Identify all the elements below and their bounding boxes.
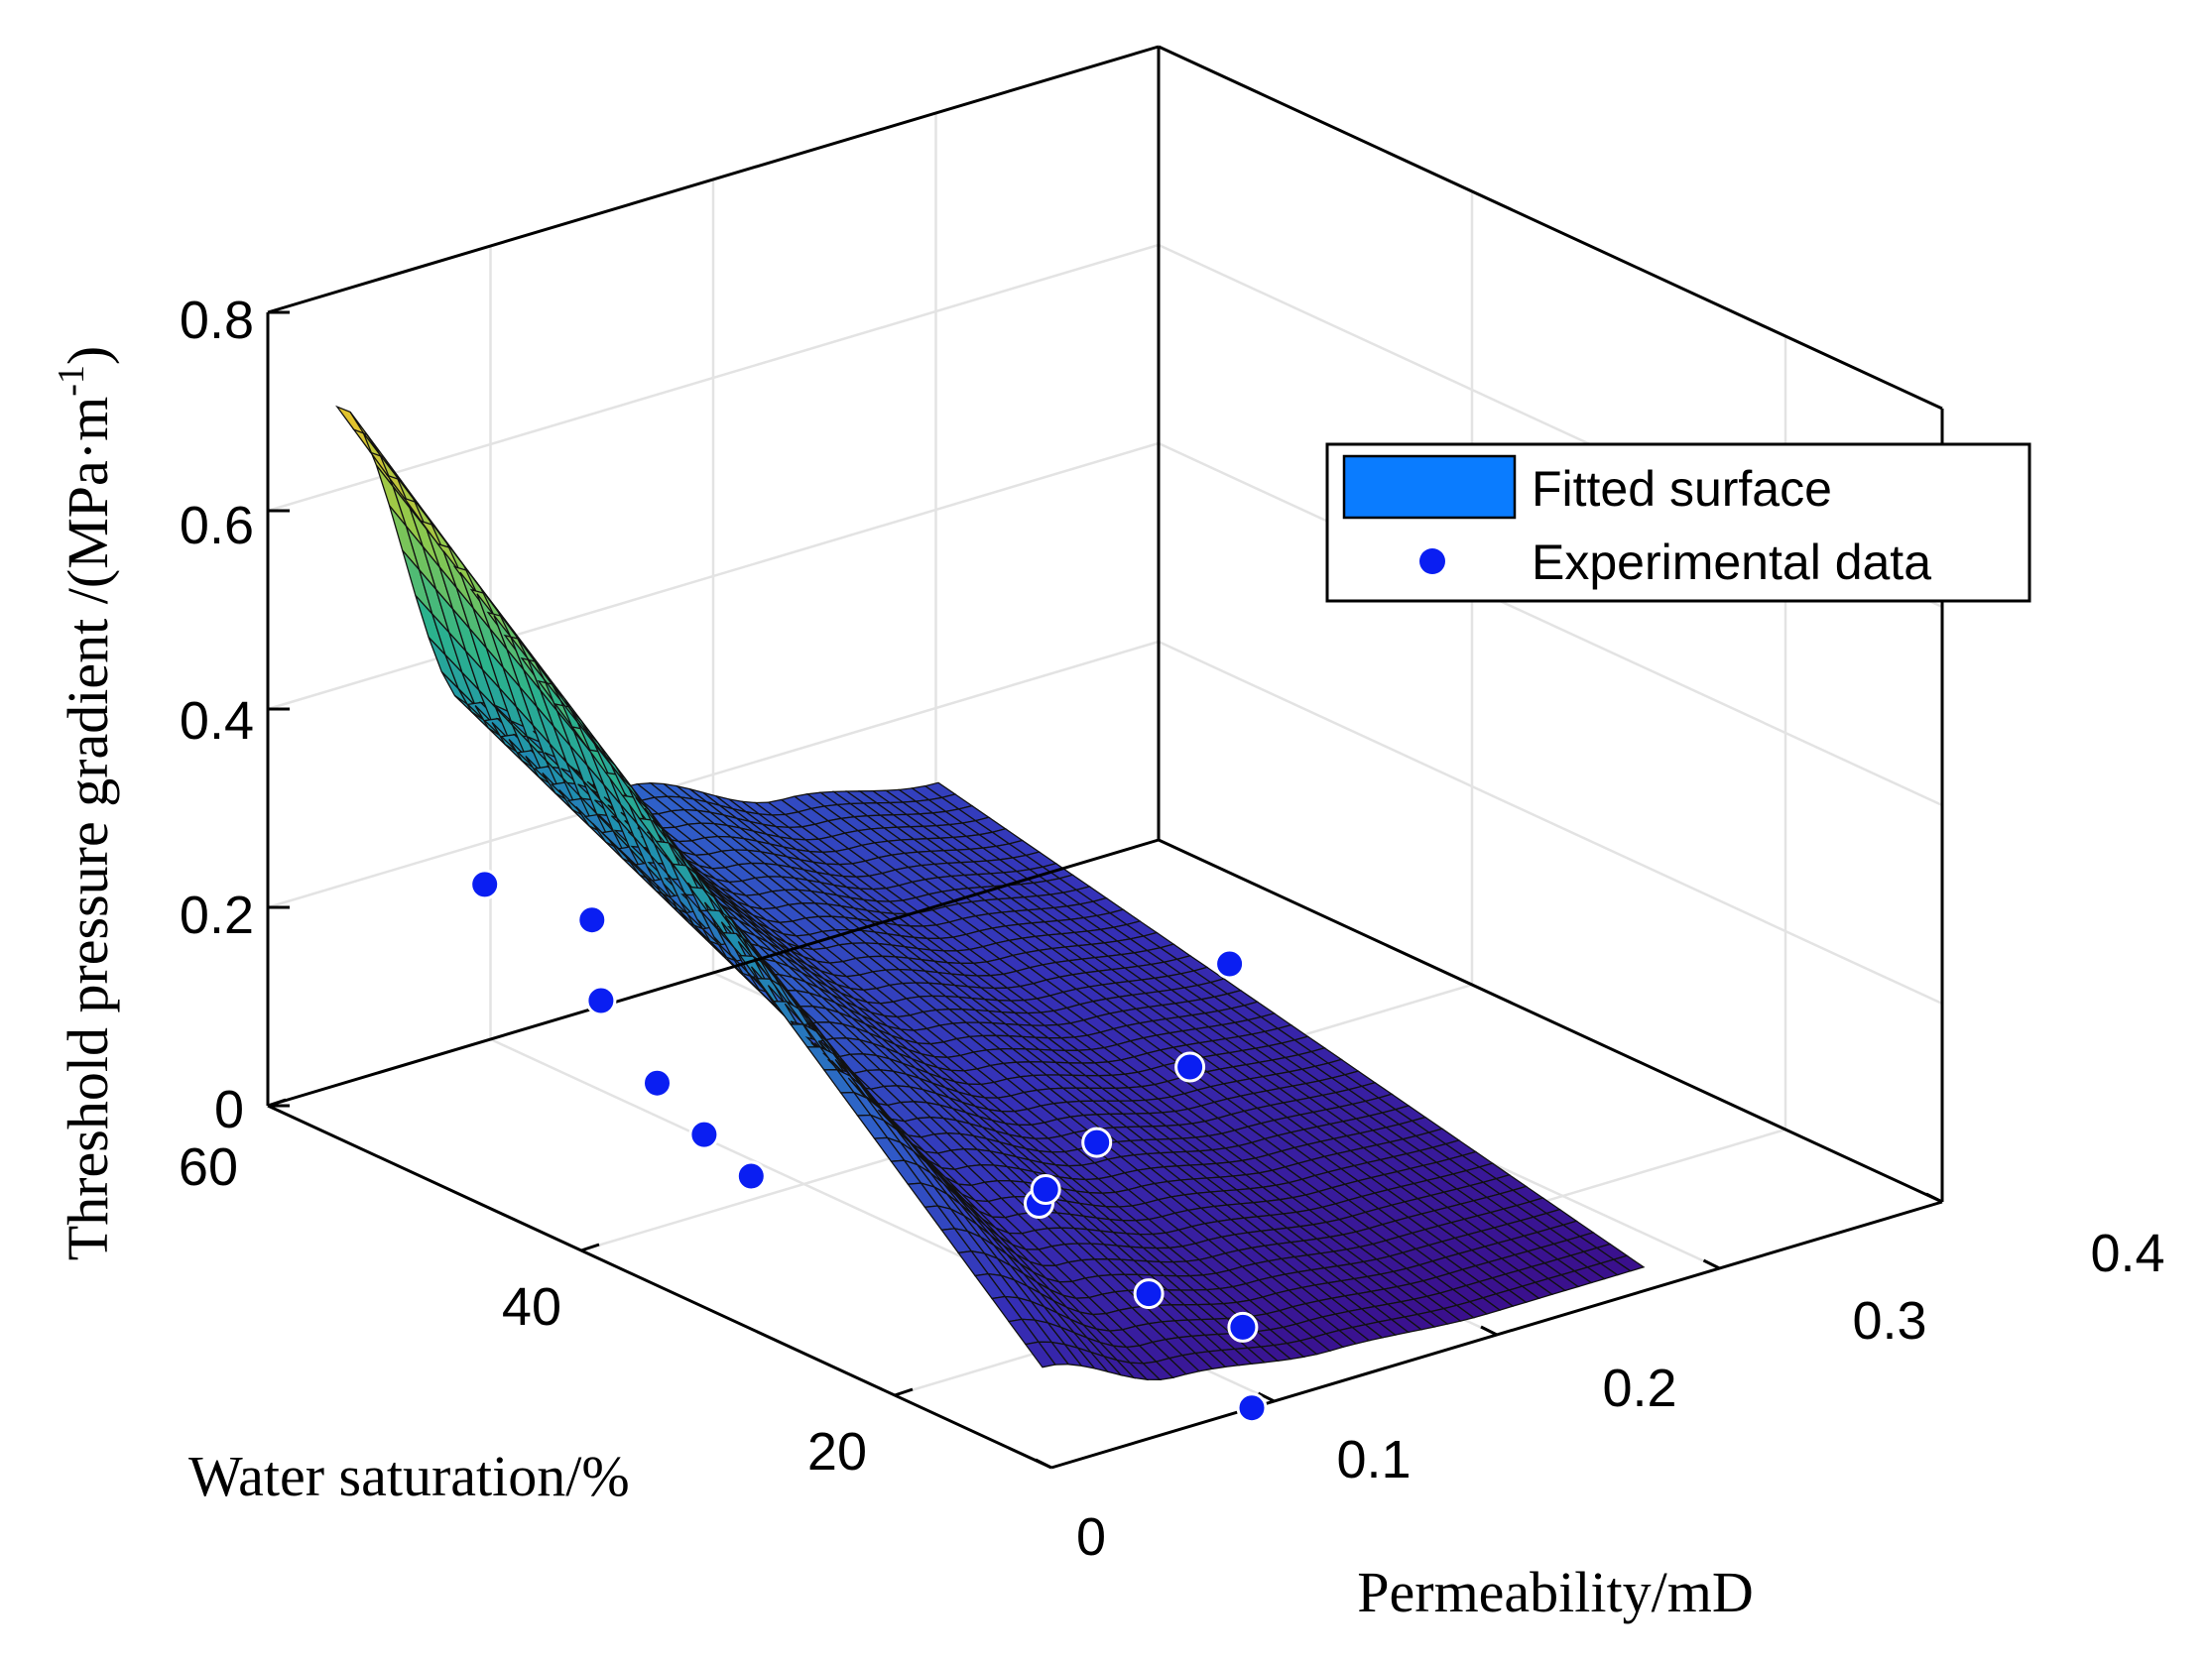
axis-box-edge	[1158, 45, 1943, 411]
grid-line-z-side	[1158, 441, 1943, 807]
x-tick-mark	[1925, 1192, 1943, 1204]
fitted-surface	[335, 405, 1646, 1381]
legend-label-points: Experimental data	[1532, 535, 1931, 590]
z-axis-title-main: Threshold pressure gradient /(MPa·m	[56, 397, 120, 1260]
x-tick-mark	[1702, 1258, 1721, 1270]
z-tick-label: 0.2	[180, 886, 254, 945]
x-tick-labels: 0 0.1 0.2 0.3 0.4	[1076, 1224, 2165, 1567]
axis-box-edge	[267, 45, 1160, 314]
y-tick-mark	[580, 1243, 600, 1252]
x-tick-mark	[1035, 1458, 1052, 1470]
legend-label-surface: Fitted surface	[1532, 461, 1832, 517]
x-tick-label: 0	[1076, 1507, 1106, 1567]
experimental-point	[1081, 1127, 1113, 1158]
y-axis-title: Water saturation/%	[188, 1444, 630, 1508]
z-tick-label: 0.6	[180, 496, 254, 555]
legend-surface-swatch	[1342, 454, 1517, 520]
z-axis-title-superscript: -1	[51, 365, 92, 397]
z-axis-title: Threshold pressure gradient /(MPa·m-1)	[51, 346, 120, 1260]
experimental-point	[735, 1160, 767, 1192]
z-tick-label: 0.4	[180, 691, 254, 751]
x-axis-title: Permeability/mD	[1357, 1560, 1754, 1624]
x-tick-mark	[1480, 1325, 1498, 1337]
experimental-point	[1030, 1174, 1061, 1205]
legend: Fitted surface Experimental data	[1325, 442, 2031, 603]
y-tick-labels: 60 40 20	[179, 1137, 867, 1482]
axis-box-edge	[267, 1104, 1052, 1470]
x-tick-mark	[1257, 1391, 1276, 1403]
z-tick-label: 0	[214, 1080, 244, 1139]
experimental-point	[1174, 1051, 1206, 1083]
experimental-point	[1133, 1278, 1165, 1310]
experimental-point	[1214, 948, 1246, 980]
x-tick-label: 0.1	[1336, 1430, 1411, 1489]
experimental-point	[642, 1067, 673, 1099]
grid-line-z-side	[1158, 640, 1943, 1006]
surface-patch	[1612, 1254, 1646, 1272]
x-tick-label: 0.4	[2090, 1224, 2164, 1283]
experimental-point	[1227, 1311, 1259, 1343]
z-tick-labels: 0 0.2 0.4 0.6 0.8	[180, 291, 254, 1139]
y-tick-mark	[267, 1098, 287, 1108]
x-tick-label: 0.3	[1852, 1291, 1926, 1351]
y-tick-mark	[894, 1387, 914, 1397]
experimental-point	[1236, 1392, 1268, 1424]
axis-box-edge	[267, 838, 1160, 1108]
z-axis-title-close: )	[56, 346, 120, 365]
z-tick-label: 0.8	[180, 291, 254, 350]
experimental-point	[576, 904, 608, 936]
legend-point-marker	[1419, 548, 1445, 574]
axis-box-edge	[1158, 838, 1943, 1204]
experimental-point	[585, 985, 617, 1016]
x-tick-label: 0.2	[1602, 1359, 1676, 1418]
y-tick-label: 60	[179, 1137, 238, 1197]
experimental-point	[469, 869, 501, 900]
y-tick-label: 40	[502, 1277, 561, 1337]
y-tick-label: 20	[807, 1422, 867, 1482]
experimental-points	[469, 869, 1268, 1424]
experimental-point	[688, 1119, 720, 1150]
